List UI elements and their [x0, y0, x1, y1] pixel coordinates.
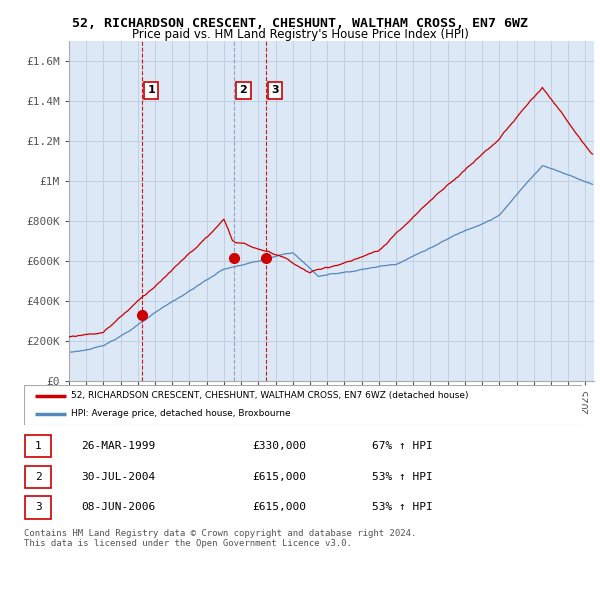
Text: Price paid vs. HM Land Registry's House Price Index (HPI): Price paid vs. HM Land Registry's House …: [131, 28, 469, 41]
Text: HPI: Average price, detached house, Broxbourne: HPI: Average price, detached house, Brox…: [71, 409, 291, 418]
Text: £330,000: £330,000: [252, 441, 306, 451]
Text: 2: 2: [35, 472, 42, 481]
Text: 53% ↑ HPI: 53% ↑ HPI: [372, 472, 433, 481]
Text: £615,000: £615,000: [252, 503, 306, 512]
Text: 1: 1: [148, 86, 155, 96]
Text: 67% ↑ HPI: 67% ↑ HPI: [372, 441, 433, 451]
Text: 3: 3: [271, 86, 279, 96]
Text: 3: 3: [35, 503, 42, 512]
Text: 2: 2: [239, 86, 247, 96]
Text: £615,000: £615,000: [252, 472, 306, 481]
Text: 52, RICHARDSON CRESCENT, CHESHUNT, WALTHAM CROSS, EN7 6WZ: 52, RICHARDSON CRESCENT, CHESHUNT, WALTH…: [72, 17, 528, 30]
Text: Contains HM Land Registry data © Crown copyright and database right 2024.
This d: Contains HM Land Registry data © Crown c…: [24, 529, 416, 548]
Text: 1: 1: [35, 441, 42, 451]
Text: 08-JUN-2006: 08-JUN-2006: [81, 503, 155, 512]
Text: 30-JUL-2004: 30-JUL-2004: [81, 472, 155, 481]
Text: 52, RICHARDSON CRESCENT, CHESHUNT, WALTHAM CROSS, EN7 6WZ (detached house): 52, RICHARDSON CRESCENT, CHESHUNT, WALTH…: [71, 391, 469, 401]
Text: 53% ↑ HPI: 53% ↑ HPI: [372, 503, 433, 512]
Text: 26-MAR-1999: 26-MAR-1999: [81, 441, 155, 451]
